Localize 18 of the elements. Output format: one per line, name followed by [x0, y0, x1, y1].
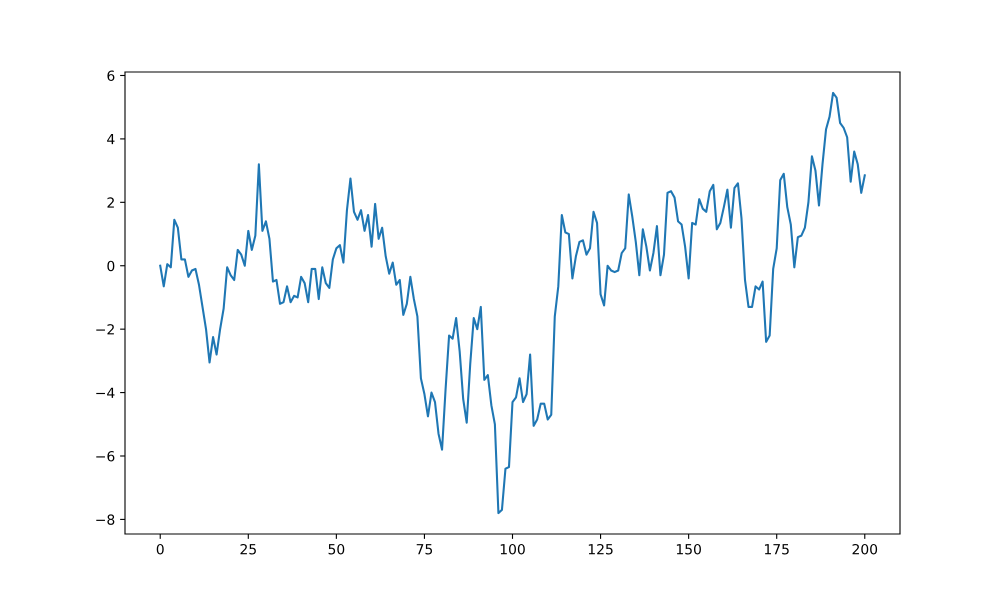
- x-tick-label: 50: [328, 544, 344, 554]
- x-tick-label: 25: [240, 544, 256, 554]
- y-tick-label: 0: [107, 260, 114, 272]
- y-tick-label: 4: [107, 134, 114, 144]
- x-tick-label: 175: [764, 544, 789, 554]
- y-tick-label: −6: [96, 450, 114, 462]
- x-tick-label: 125: [588, 544, 613, 554]
- y-tick-label: −4: [96, 388, 114, 398]
- x-tick-label: 0: [156, 544, 164, 554]
- x-tick-label: 200: [852, 544, 878, 554]
- y-tick-label: 2: [107, 197, 114, 208]
- x-tick-label: 75: [416, 544, 432, 554]
- x-tick-label: 100: [500, 544, 525, 554]
- y-tick-label: 6: [107, 70, 114, 81]
- x-tick-label: 150: [676, 544, 701, 554]
- y-tick-label: −8: [96, 514, 114, 525]
- y-tick-label: −2: [96, 324, 114, 334]
- line-series: [159, 92, 866, 514]
